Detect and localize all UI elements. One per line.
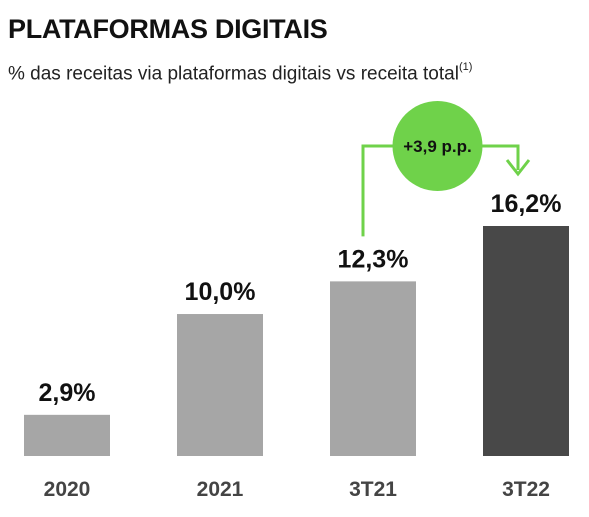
chart-title: PLATAFORMAS DIGITAIS (8, 14, 328, 44)
x-tick-3t21: 3T21 (349, 478, 397, 501)
data-label-2020: 2,9% (39, 379, 96, 407)
data-label-3t22: 16,2% (491, 190, 562, 218)
bar-3t21 (330, 281, 416, 456)
bar-2020 (24, 414, 110, 456)
bar-2021 (177, 314, 263, 456)
growth-annotation: +3,9 p.p. (361, 101, 531, 237)
subtitle-text: % das receitas via plataformas digitais … (8, 63, 459, 85)
growth-badge-label: +3,9 p.p. (403, 137, 472, 156)
x-tick-2020: 2020 (44, 478, 91, 501)
footnote-marker: (1) (458, 61, 473, 73)
x-tick-2021: 2021 (197, 478, 244, 501)
chart-subtitle: % das receitas via plataformas digitais … (8, 61, 473, 85)
x-tick-3t22: 3T22 (502, 478, 550, 501)
growth-arrow-head (505, 159, 531, 177)
data-label-2021: 10,0% (185, 278, 256, 306)
growth-badge (392, 101, 483, 191)
bar-3t22 (483, 226, 569, 456)
data-label-3t21: 12,3% (338, 245, 409, 273)
